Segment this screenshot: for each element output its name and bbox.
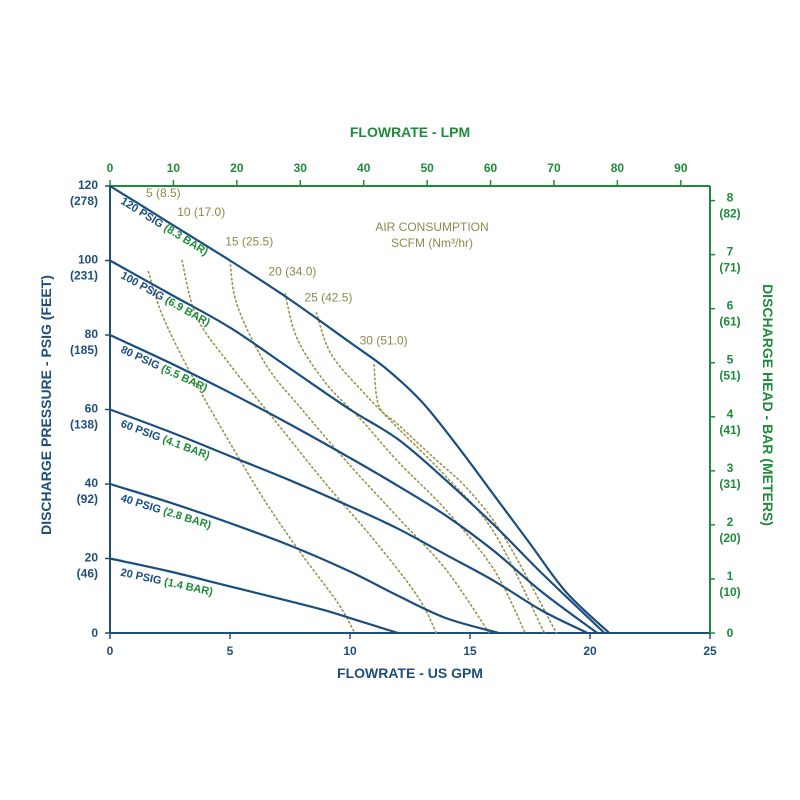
curve-label-bar: (8.3 BAR)	[162, 222, 211, 258]
bottom-axis-title: FLOWRATE - US GPM	[337, 665, 483, 681]
y-tick-label: 0	[91, 626, 98, 640]
y-tick-sublabel: (46)	[77, 567, 98, 581]
pressure-curve-label: 100 PSIG (6.9 BAR)	[119, 270, 213, 330]
curve-label-psig: 100 PSIG	[119, 270, 169, 305]
pressure-curve-label: 80 PSIG (5.5 BAR)	[119, 344, 210, 395]
y2-tick-sublabel: (71)	[719, 261, 740, 275]
x-tick-label: 25	[703, 644, 717, 658]
x2-tick-label: 60	[484, 161, 498, 175]
y2-tick-label: 5	[727, 353, 734, 367]
pressure-curve-label: 60 PSIG (4.1 BAR)	[119, 418, 212, 462]
air-consumption-line	[373, 364, 558, 634]
y-tick-label: 100	[78, 253, 98, 267]
air-consumption-label: 20 (34.0)	[268, 264, 316, 278]
y-tick-sublabel: (278)	[70, 194, 98, 208]
x2-tick-label: 10	[167, 161, 181, 175]
y2-tick-label: 1	[727, 569, 734, 583]
y-tick-label: 80	[85, 327, 99, 341]
pressure-curve	[109, 557, 399, 635]
air-consumption-label: 25 (42.5)	[304, 290, 352, 304]
x2-tick-label: 20	[230, 161, 244, 175]
air-consumption-label: 10 (17.0)	[177, 205, 225, 219]
y2-tick-label: 6	[727, 299, 734, 313]
y2-tick-sublabel: (61)	[719, 315, 740, 329]
y-tick-sublabel: (138)	[70, 418, 98, 432]
x2-tick-label: 50	[420, 161, 434, 175]
y2-tick-label: 0	[727, 626, 734, 640]
air-consumption-line	[315, 311, 546, 634]
air-consumption-label: 5 (8.5)	[146, 186, 181, 200]
y2-tick-sublabel: (20)	[719, 531, 740, 545]
y-tick-label: 40	[85, 476, 99, 490]
pressure-curve	[109, 482, 500, 635]
air-consumption-line	[181, 259, 438, 634]
pressure-curve	[109, 259, 606, 634]
y2-tick-sublabel: (31)	[719, 477, 740, 491]
right-axis-title: DISCHARGE HEAD - BAR (METERS)	[760, 284, 776, 526]
air-consumption-label: 30 (51.0)	[360, 333, 408, 347]
air-consumption-line	[229, 259, 490, 634]
y-tick-label: 120	[78, 178, 98, 192]
pressure-curve	[109, 185, 610, 634]
x2-tick-label: 0	[107, 161, 114, 175]
x2-tick-label: 40	[357, 161, 371, 175]
curve-label-psig: 80 PSIG	[119, 344, 165, 374]
y2-tick-label: 2	[727, 515, 734, 529]
y-tick-sublabel: (231)	[70, 269, 98, 283]
y2-tick-label: 3	[727, 461, 734, 475]
air-consumption-line	[147, 270, 356, 634]
y-tick-label: 60	[85, 402, 99, 416]
y2-tick-sublabel: (51)	[719, 369, 740, 383]
curve-label-psig: 120 PSIG	[118, 195, 167, 232]
y2-tick-label: 8	[727, 191, 734, 205]
x2-tick-label: 90	[674, 161, 688, 175]
air-consumption-units: SCFM (Nm³/hr)	[391, 236, 473, 250]
y2-tick-sublabel: (10)	[719, 585, 740, 599]
air-consumption-title: AIR CONSUMPTION	[375, 220, 488, 234]
y-tick-sublabel: (92)	[77, 492, 98, 506]
x2-tick-label: 80	[611, 161, 625, 175]
y-tick-label: 20	[85, 551, 99, 565]
y-tick-sublabel: (185)	[70, 343, 98, 357]
x-tick-label: 10	[343, 644, 357, 658]
pressure-curve	[109, 334, 598, 634]
x-tick-label: 5	[227, 644, 234, 658]
x-tick-label: 15	[463, 644, 477, 658]
air-consumption-line	[284, 293, 526, 634]
x-tick-label: 0	[107, 644, 114, 658]
air-consumption-label: 15 (25.5)	[225, 235, 273, 249]
y2-tick-sublabel: (41)	[719, 423, 740, 437]
top-axis-title: FLOWRATE - LPM	[350, 124, 470, 140]
left-axis-title: DISCHARGE PRESSURE - PSIG (FEET)	[38, 275, 54, 535]
x2-tick-label: 70	[547, 161, 561, 175]
y2-tick-sublabel: (82)	[719, 207, 740, 221]
x2-tick-label: 30	[294, 161, 308, 175]
x-tick-label: 20	[583, 644, 597, 658]
curve-label-psig: 40 PSIG	[119, 492, 165, 517]
pressure-curve	[109, 408, 589, 634]
y2-tick-label: 4	[727, 407, 734, 421]
y2-tick-label: 7	[727, 245, 734, 259]
curve-label-bar: (2.8 BAR)	[162, 506, 213, 532]
